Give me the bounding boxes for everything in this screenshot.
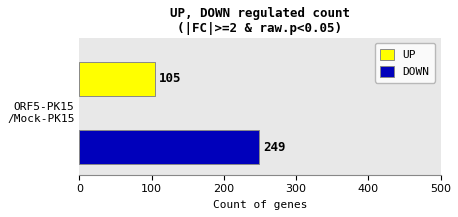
X-axis label: Count of genes: Count of genes: [213, 200, 307, 210]
Text: 249: 249: [263, 141, 285, 154]
Legend: UP, DOWN: UP, DOWN: [375, 43, 435, 83]
Bar: [79, 62, 155, 96]
Title: UP, DOWN regulated count
(|FC|>=2 & raw.p<0.05): UP, DOWN regulated count (|FC|>=2 & raw.…: [170, 7, 350, 35]
Bar: [79, 130, 259, 164]
Text: 105: 105: [159, 72, 181, 85]
